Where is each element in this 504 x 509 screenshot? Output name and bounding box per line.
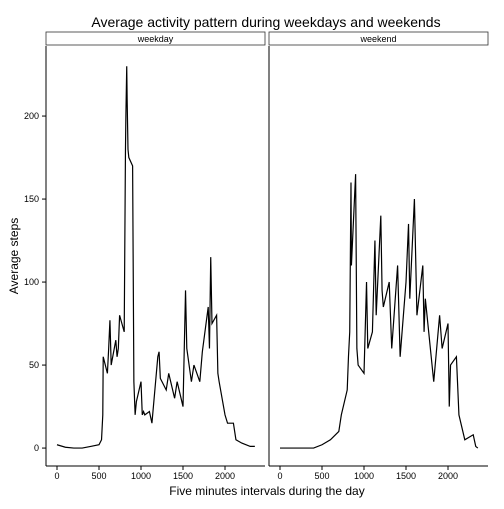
strip-label: weekend xyxy=(359,34,396,44)
x-tick-label: 500 xyxy=(91,471,106,481)
x-tick-label: 2000 xyxy=(438,471,458,481)
x-tick-label: 1500 xyxy=(396,471,416,481)
x-tick-label: 1500 xyxy=(173,471,193,481)
y-axis-label: Average steps xyxy=(7,218,21,295)
line xyxy=(56,66,255,449)
strip xyxy=(45,31,266,46)
y-tick-label: 0 xyxy=(34,443,39,453)
x-tick-label: 0 xyxy=(277,471,282,481)
strip-label: weekday xyxy=(137,34,174,44)
x-tick-label: 500 xyxy=(314,471,329,481)
y-tick-label: 50 xyxy=(29,360,39,370)
y-tick-label: 200 xyxy=(24,111,39,121)
x-tick-label: 1000 xyxy=(131,471,151,481)
y-tick-label: 150 xyxy=(24,194,39,204)
y-tick-label: 100 xyxy=(24,277,39,287)
chart-title: Average activity pattern during weekdays… xyxy=(91,14,440,30)
x-axis-label: Five minutes intervals during the day xyxy=(169,484,364,498)
strip xyxy=(268,31,489,46)
x-tick-label: 2000 xyxy=(215,471,235,481)
x-tick-label: 0 xyxy=(54,471,59,481)
line xyxy=(280,174,479,449)
x-tick-label: 1000 xyxy=(354,471,374,481)
